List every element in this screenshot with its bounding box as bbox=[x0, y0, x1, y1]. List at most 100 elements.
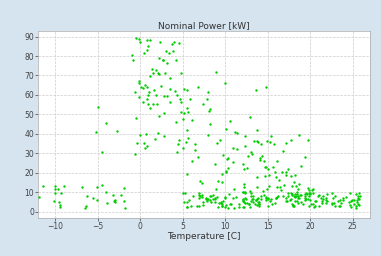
Point bbox=[290, 203, 296, 207]
Point bbox=[355, 201, 361, 206]
Point bbox=[306, 194, 312, 198]
Point bbox=[190, 194, 196, 198]
Point bbox=[270, 165, 276, 169]
Point bbox=[212, 162, 218, 166]
Point bbox=[255, 128, 261, 132]
Point bbox=[180, 117, 186, 121]
Point bbox=[305, 186, 311, 190]
Point bbox=[94, 198, 100, 202]
Point bbox=[298, 200, 304, 204]
Point bbox=[216, 201, 222, 205]
Point bbox=[305, 197, 311, 201]
Point bbox=[178, 100, 184, 104]
Point bbox=[144, 38, 150, 42]
Point bbox=[240, 197, 246, 201]
Point bbox=[312, 204, 318, 208]
Point bbox=[263, 198, 269, 202]
Point bbox=[320, 194, 326, 198]
Point bbox=[348, 199, 354, 204]
Point bbox=[259, 154, 265, 158]
Point bbox=[240, 198, 246, 202]
Point bbox=[222, 196, 228, 200]
Point bbox=[300, 202, 306, 206]
Point bbox=[353, 206, 359, 210]
Point bbox=[184, 206, 190, 210]
Point bbox=[217, 138, 223, 142]
Point bbox=[112, 200, 118, 204]
Point bbox=[183, 140, 189, 144]
Point bbox=[223, 170, 229, 174]
Point bbox=[99, 183, 105, 187]
Point bbox=[311, 205, 317, 209]
Point bbox=[57, 205, 63, 209]
Point bbox=[220, 199, 226, 204]
Point bbox=[294, 190, 300, 195]
Point bbox=[329, 191, 335, 195]
Point bbox=[104, 201, 110, 206]
Point bbox=[185, 136, 191, 140]
Point bbox=[243, 166, 250, 170]
Point bbox=[186, 198, 192, 202]
Point bbox=[133, 141, 139, 145]
Point bbox=[236, 205, 242, 209]
Point bbox=[192, 142, 198, 146]
Point bbox=[288, 191, 294, 195]
Point bbox=[212, 196, 218, 200]
Point bbox=[141, 51, 147, 55]
Point bbox=[150, 88, 157, 92]
Point bbox=[329, 201, 335, 205]
Point bbox=[93, 185, 99, 189]
Point bbox=[249, 152, 255, 156]
Point bbox=[267, 199, 274, 203]
Point bbox=[184, 172, 190, 176]
Point bbox=[166, 51, 172, 55]
Point bbox=[324, 192, 330, 196]
Point bbox=[184, 200, 190, 205]
Point bbox=[306, 188, 312, 192]
Point bbox=[211, 200, 218, 204]
Point bbox=[274, 195, 280, 199]
Point bbox=[264, 139, 270, 143]
Point bbox=[130, 58, 136, 62]
Point bbox=[302, 196, 308, 200]
Point bbox=[355, 194, 361, 198]
Point bbox=[79, 185, 85, 189]
Point bbox=[218, 201, 224, 205]
Point bbox=[212, 197, 218, 201]
Point bbox=[250, 200, 256, 205]
Point bbox=[280, 194, 286, 198]
Point bbox=[252, 202, 258, 206]
Point bbox=[199, 193, 205, 197]
Point bbox=[294, 199, 300, 203]
Point bbox=[254, 139, 260, 143]
Point bbox=[337, 204, 343, 208]
Point bbox=[90, 196, 96, 200]
Point bbox=[289, 193, 295, 197]
Point bbox=[306, 191, 312, 195]
Point bbox=[57, 202, 63, 207]
Point bbox=[181, 111, 187, 115]
Point bbox=[312, 199, 319, 203]
Point bbox=[251, 139, 258, 143]
Point bbox=[178, 71, 184, 76]
Point bbox=[173, 150, 179, 154]
Point bbox=[248, 150, 254, 154]
Point bbox=[246, 202, 252, 206]
Point bbox=[356, 203, 362, 207]
Point bbox=[351, 202, 357, 206]
Point bbox=[223, 169, 229, 173]
Point bbox=[230, 146, 236, 151]
Point bbox=[162, 71, 168, 75]
Point bbox=[253, 175, 259, 179]
Point bbox=[339, 198, 346, 202]
Point bbox=[177, 97, 183, 101]
Point bbox=[281, 183, 287, 187]
Point bbox=[122, 186, 128, 190]
Point bbox=[266, 173, 272, 177]
Point bbox=[308, 202, 314, 206]
Point bbox=[207, 106, 213, 111]
Point bbox=[295, 201, 301, 205]
Point bbox=[263, 196, 269, 200]
Point bbox=[219, 180, 225, 184]
Point bbox=[143, 132, 149, 136]
